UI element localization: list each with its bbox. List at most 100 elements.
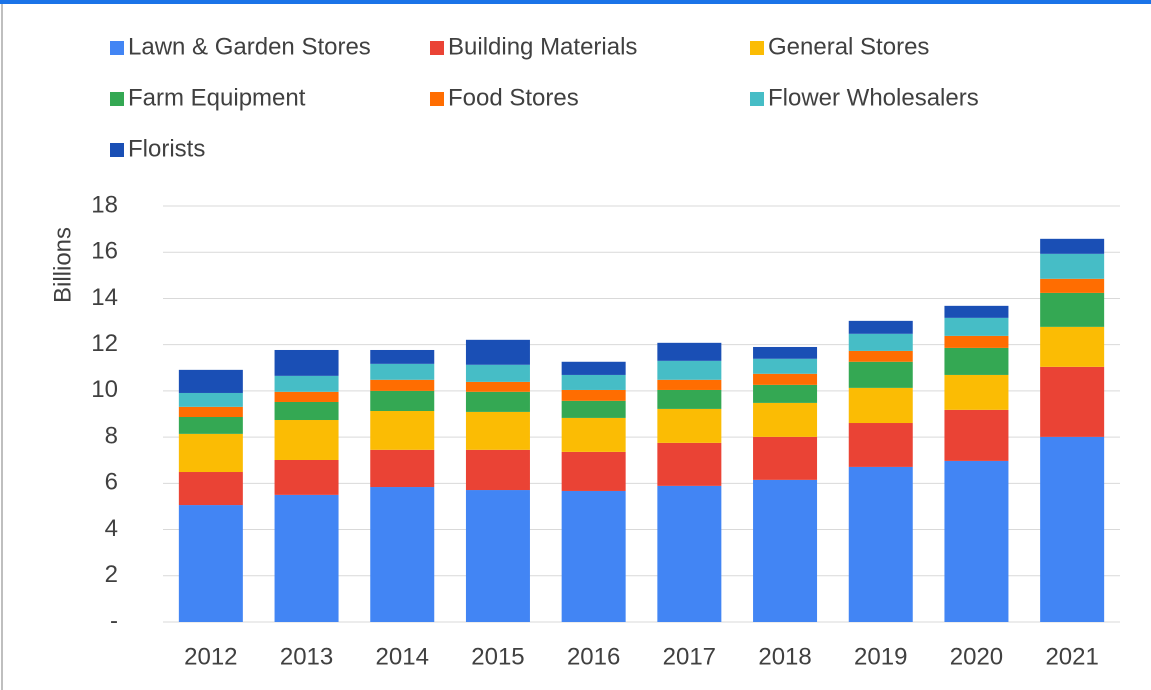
y-tick-label: 18 (91, 191, 118, 218)
bar-segment (657, 342, 722, 361)
bar-segment (1040, 292, 1105, 327)
bar-segment (1040, 253, 1105, 279)
legend-label: Farm Equipment (128, 84, 306, 111)
bar-segment (848, 320, 913, 334)
bar-segment (465, 381, 530, 392)
bar-segment (370, 349, 435, 364)
x-tick-label: 2012 (184, 643, 237, 670)
legend-label: Florists (128, 135, 205, 162)
bar-segment (657, 360, 722, 380)
x-tick-label: 2017 (663, 643, 716, 670)
y-tick-label: 6 (105, 469, 118, 496)
y-tick-label: 10 (91, 376, 118, 403)
bar-segment (274, 494, 339, 622)
bar-segment (274, 420, 339, 460)
bar-segment (753, 384, 818, 403)
bar-segment (944, 374, 1009, 410)
legend-swatch (750, 92, 764, 106)
bar-segment (657, 379, 722, 390)
bar-segment (561, 400, 626, 418)
bar-segment (753, 358, 818, 374)
x-tick-label: 2020 (950, 643, 1003, 670)
bar-segment (178, 406, 243, 418)
bar-segment (274, 391, 339, 402)
bar-segment (944, 460, 1009, 622)
x-tick-label: 2013 (280, 643, 333, 670)
x-tick-label: 2019 (854, 643, 907, 670)
bar-segment (944, 409, 1009, 461)
bar-segment (274, 375, 339, 392)
bar-segment (753, 402, 818, 437)
legend-label: Building Materials (448, 33, 637, 60)
bar-segment (657, 485, 722, 622)
bar-segment (753, 436, 818, 480)
x-tick-label: 2016 (567, 643, 620, 670)
top-border (0, 0, 1151, 4)
x-tick-label: 2021 (1045, 643, 1098, 670)
bar-segment (370, 379, 435, 391)
bar-segment (465, 391, 530, 412)
bar-segment (657, 442, 722, 486)
bar-segment (848, 423, 913, 467)
bar-segment (274, 459, 339, 495)
y-tick-label: - (110, 607, 118, 634)
bar-segment (1040, 366, 1105, 437)
bar-segment (848, 387, 913, 424)
bar-segment (274, 349, 339, 376)
legend-swatch (750, 41, 764, 55)
bar-segment (561, 451, 626, 491)
legend-swatch (110, 143, 124, 157)
legend-label: Flower Wholesalers (768, 84, 979, 111)
bar-segment (848, 333, 913, 351)
bar-segment (370, 449, 435, 488)
y-tick-label: 12 (91, 330, 118, 357)
bar-segment (465, 339, 530, 365)
bar-segment (848, 466, 913, 622)
bar-segment (465, 490, 530, 622)
legend-swatch (430, 92, 444, 106)
bar-segment (1040, 278, 1105, 293)
bar-segment (178, 505, 243, 622)
bar-segment (178, 392, 243, 407)
bar-segment (1040, 436, 1105, 622)
bar-segment (657, 389, 722, 409)
y-tick-label: 8 (105, 422, 118, 449)
bar-segment (753, 479, 818, 622)
bar-segment (561, 374, 626, 390)
bar-segment (178, 433, 243, 473)
y-tick-label: 4 (105, 515, 118, 542)
bar-segment (657, 408, 722, 443)
bar-segment (848, 350, 913, 362)
bar-segment (944, 335, 1009, 348)
bar-segment (848, 361, 913, 388)
bar-segment (753, 346, 818, 359)
bar-segment (178, 369, 243, 393)
y-axis-label: Billions (49, 227, 76, 303)
x-tick-label: 2018 (758, 643, 811, 670)
legend-label: General Stores (768, 33, 929, 60)
bar-segment (465, 411, 530, 450)
bar-segment (178, 472, 243, 506)
y-tick-label: 2 (105, 561, 118, 588)
bar-segment (465, 449, 530, 491)
legend-swatch (110, 92, 124, 106)
bar-segment (561, 361, 626, 375)
bar-segment (370, 363, 435, 380)
bar-segment (561, 417, 626, 452)
bar-segment (370, 410, 435, 450)
bar-segment (1040, 238, 1105, 254)
bar-segment (370, 487, 435, 622)
bar-segment (178, 417, 243, 434)
y-tick-label: 14 (91, 284, 118, 311)
bar-segment (1040, 326, 1105, 367)
bar-segment (274, 401, 339, 421)
bar-segment (944, 305, 1009, 318)
y-tick-label: 16 (91, 238, 118, 265)
bar-segment (561, 389, 626, 401)
bar-segment (561, 490, 626, 622)
legend-label: Food Stores (448, 84, 579, 111)
legend-label: Lawn & Garden Stores (128, 33, 371, 60)
bar-segment (944, 347, 1009, 375)
